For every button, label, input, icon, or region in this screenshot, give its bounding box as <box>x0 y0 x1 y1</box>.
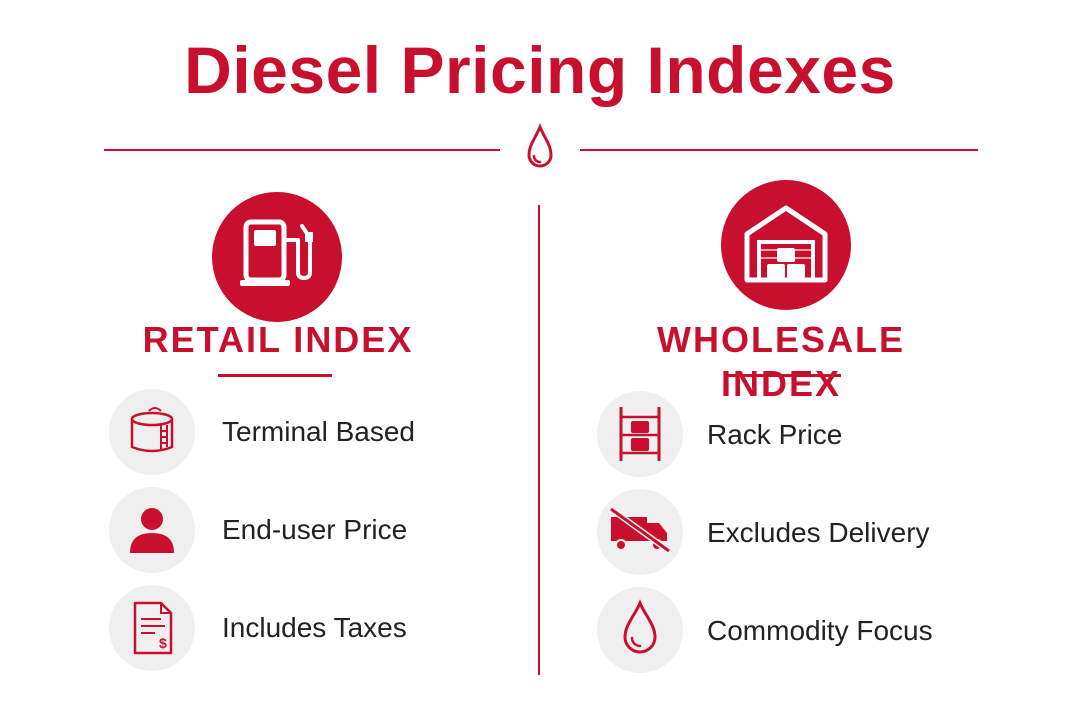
wholesale-item-label: Rack Price <box>707 419 843 450</box>
oil-drop-icon <box>597 587 683 673</box>
wholesale-item-label: Excludes Delivery <box>707 517 930 548</box>
wholesale-item-label: Commodity Focus <box>707 615 933 646</box>
person-icon <box>109 487 195 573</box>
oil-drop-icon <box>522 122 558 173</box>
tax-document-icon: $ <box>109 585 195 671</box>
title-rule-right <box>580 149 978 151</box>
title-rule-left <box>104 149 500 151</box>
wholesale-heading: WHOLESALE INDEX <box>657 319 905 404</box>
retail-heading-underline <box>218 374 332 377</box>
retail-item-label: Terminal Based <box>222 416 415 447</box>
fuel-pump-icon <box>212 192 342 322</box>
retail-item-label: End-user Price <box>222 514 408 545</box>
column-divider <box>538 205 540 675</box>
retail-heading: RETAIL INDEX <box>142 319 414 360</box>
barrel-rack-icon <box>597 391 683 477</box>
warehouse-barrels-icon <box>721 180 851 310</box>
page-title: Diesel Pricing Indexes <box>184 33 896 107</box>
wholesale-heading-underline <box>727 374 841 377</box>
no-delivery-truck-icon <box>597 489 683 575</box>
storage-tank-icon <box>109 389 195 475</box>
retail-item-label: Includes Taxes <box>222 612 407 643</box>
svg-text:$: $ <box>159 635 167 651</box>
